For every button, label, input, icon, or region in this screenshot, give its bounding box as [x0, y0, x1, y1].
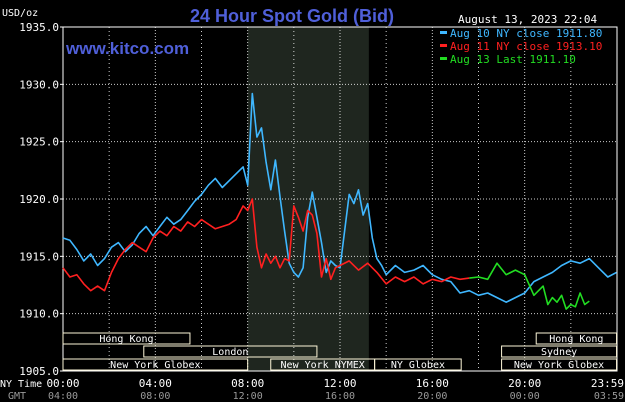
- x-tick-label-gmt: 00:00: [510, 391, 540, 402]
- timestamp: August 13, 2023 22:04: [458, 13, 597, 26]
- y-tick-labels: 1935.0 1930.0 1925.0 1920.0 1915.0 1910.0 1905…: [19, 21, 63, 378]
- y-tick-label: 1910.0: [19, 308, 59, 321]
- market-session-box: [501, 358, 618, 371]
- market-session-box: [374, 358, 462, 371]
- y-tick-label: 1930.0: [19, 78, 59, 91]
- y-tick-label: 1915.0: [19, 250, 59, 263]
- market-session-label: New York NYMEX: [281, 360, 365, 371]
- x-tick-label-ny: 12:00: [323, 377, 356, 390]
- market-session-label: New York Globex: [110, 360, 200, 371]
- series-line-2: [62, 198, 470, 292]
- market-session-box: [535, 332, 618, 345]
- x-tick-label-gmt: 20:00: [417, 391, 447, 402]
- market-session-box: [143, 345, 318, 358]
- y-tick-label: 1905.0: [19, 365, 59, 378]
- market-session-box: [62, 358, 249, 371]
- x-tick-label-gmt: 16:00: [325, 391, 355, 402]
- x-tick-label-ny: 20:00: [508, 377, 541, 390]
- market-session-label: NY Globex: [391, 360, 445, 371]
- y-tick-label: 1935.0: [19, 21, 59, 34]
- legend-swatch-2: [440, 44, 447, 47]
- legend-entry-2: Aug 11 NY close 1913.10: [450, 40, 602, 53]
- x-tick-label-ny: 08:00: [231, 377, 264, 390]
- market-session-label: London: [212, 347, 248, 358]
- market-session-label: Sydney: [541, 347, 577, 358]
- y-axis-unit: USD/oz: [2, 8, 38, 19]
- y-tick-label: 1925.0: [19, 136, 59, 149]
- market-session-box: [501, 345, 618, 358]
- x-tick-label-ny: 23:59: [591, 377, 624, 390]
- legend: Aug 10 NY close 1911.80 Aug 11 NY close …: [440, 27, 602, 66]
- market-session-label: New York Globex: [514, 360, 604, 371]
- x-tick-labels: 00:0004:0004:0008:0008:0012:0012:0016:00…: [46, 377, 624, 402]
- x-tick-label-ny: 16:00: [416, 377, 449, 390]
- x-tick-label-ny: 04:00: [139, 377, 172, 390]
- y-tick-label: 1920.0: [19, 193, 59, 206]
- ny-time-label: NY Time: [0, 379, 42, 390]
- site-url: www.kitco.com: [65, 39, 189, 58]
- market-session-label: Hong Kong: [99, 334, 153, 345]
- legend-swatch-3: [440, 57, 447, 60]
- x-tick-label-gmt: 03:59: [594, 391, 624, 402]
- market-session-label: Hong Kong: [549, 334, 603, 345]
- series-line-3: [469, 262, 590, 310]
- series-layer: [62, 92, 617, 310]
- market-sessions: Hong Kong Hong Kong London Sydney New York G…: [62, 332, 618, 371]
- legend-entry-3: Aug 13 Last 1911.10: [450, 53, 576, 66]
- legend-swatch-1: [440, 31, 447, 34]
- legend-entry-1: Aug 10 NY close 1911.80: [450, 27, 602, 40]
- x-tick-label-gmt: 12:00: [233, 391, 263, 402]
- x-tick-label-gmt: 04:00: [48, 391, 78, 402]
- gmt-label: GMT: [8, 391, 26, 402]
- x-tick-label-gmt: 08:00: [140, 391, 170, 402]
- series-line-1: [62, 92, 617, 304]
- grid-layer: [62, 26, 618, 372]
- x-tick-label-ny: 00:00: [46, 377, 79, 390]
- chart-title: 24 Hour Spot Gold (Bid): [190, 6, 394, 26]
- market-session-box: [62, 332, 191, 345]
